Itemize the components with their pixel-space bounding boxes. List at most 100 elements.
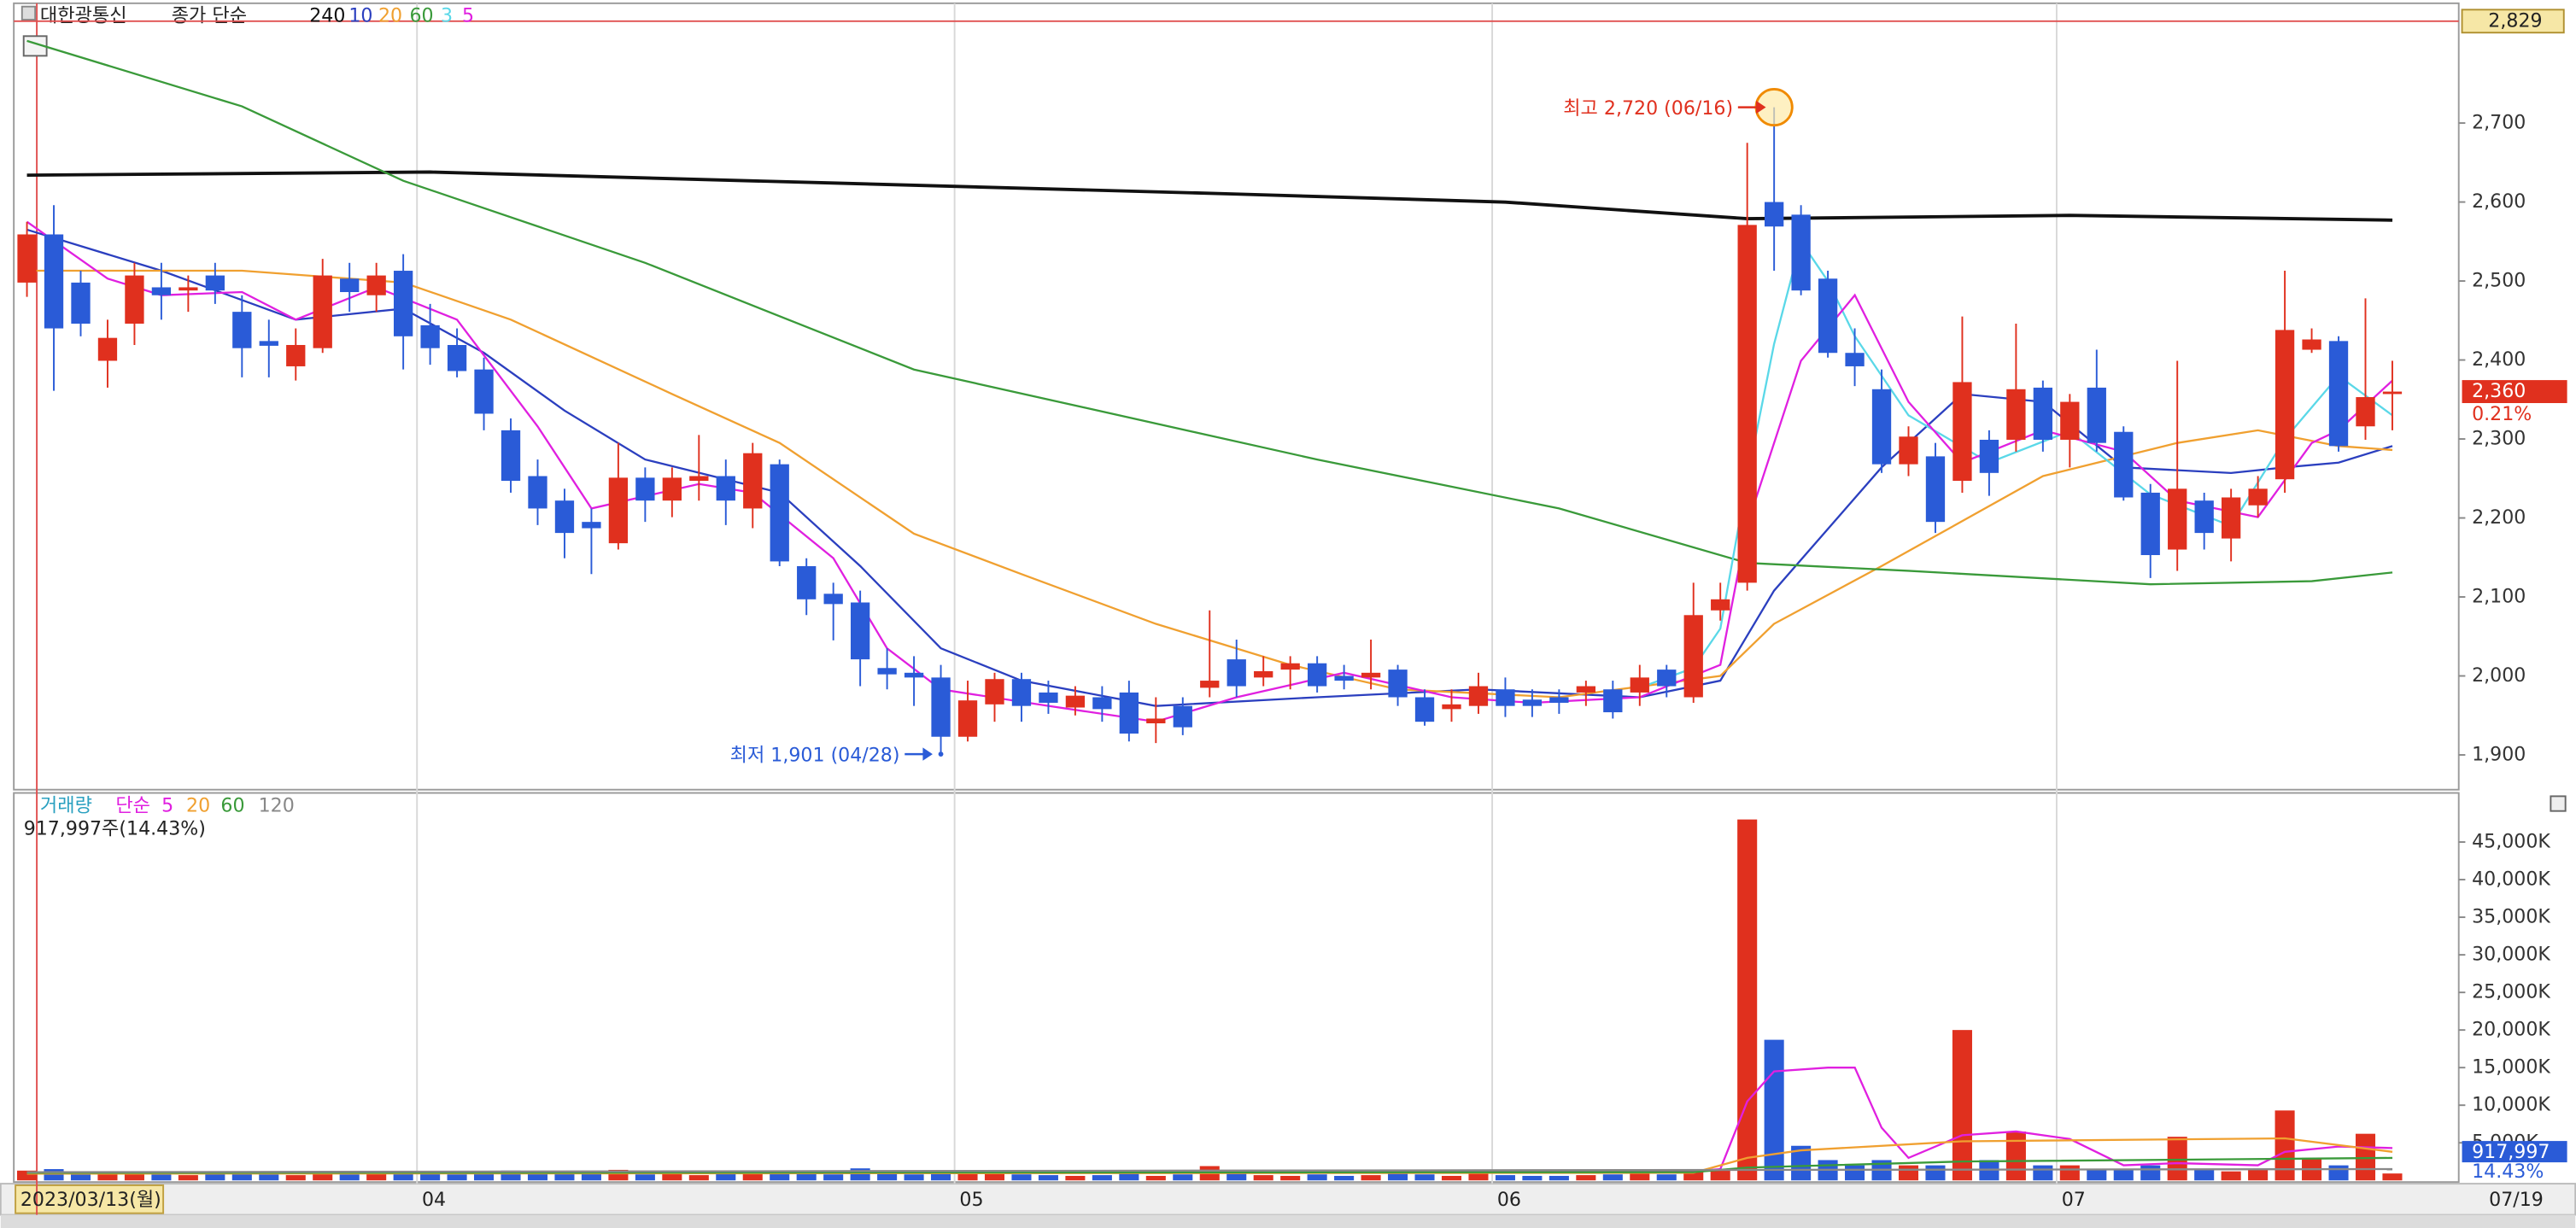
y-tick-label: 2,100 [2472,586,2526,608]
y-tick-label: 2,500 [2472,270,2526,292]
volume-bar [770,1170,790,1181]
volume-bar [1307,1174,1327,1181]
y-tick-label: 2,400 [2472,348,2526,371]
y-tick-label: 2,000 [2472,664,2526,687]
candle-body [904,672,924,678]
volume-close-button[interactable] [2550,795,2567,812]
candle-body [1764,202,1784,227]
candle-body [2033,387,2053,440]
volume-bar [527,1172,548,1181]
candle-body [1496,689,1515,706]
x-tick-label: 2023/03/13(월) [20,1189,161,1211]
legend-entry: 20 [186,794,210,816]
candle-body [2168,488,2187,550]
volume-bar [1710,1169,1730,1181]
last-price-box [2462,380,2567,404]
y-tick-label: 2,200 [2472,506,2526,529]
volume-bar [70,1173,91,1181]
volume-bar [2167,1137,2187,1181]
volume-bar [1361,1175,1381,1181]
candle-body [151,287,172,295]
candle-body [2248,488,2268,506]
volume-bar [1898,1165,1919,1181]
y-tick-label: 35,000K [2472,906,2550,928]
volume-bar [2087,1169,2107,1181]
candle-body [1065,695,1086,708]
candle-body [1630,677,1649,693]
volume-bar [796,1172,817,1181]
candle-body [716,476,735,501]
panel-icon[interactable] [20,5,37,21]
volume-bar [716,1173,736,1181]
candle-body [1549,697,1569,703]
volume-bar [2248,1169,2269,1181]
candle-body [1468,686,1489,706]
legend-entry: 5 [462,5,474,27]
volume-bar [259,1174,279,1181]
volume-bar [877,1173,898,1181]
candle-body [743,453,763,509]
candle-body [1657,670,1677,687]
volume-bar [1038,1175,1058,1181]
y-tick-label: 30,000K [2472,944,2550,966]
volume-bar [178,1175,198,1181]
legend-entry: 60 [220,794,244,816]
volume-bar [17,1170,38,1181]
x-tick-label: 04 [422,1189,446,1211]
candle-body [2221,497,2241,539]
ma-type: 종가 단순 [172,5,247,27]
legend-entry: 60 [409,5,433,27]
candle-body [501,430,521,482]
volume-bar [97,1172,118,1181]
candle-body [1119,692,1139,734]
volume-bar [1683,1170,1704,1181]
candle-body [770,464,789,562]
candle-body [2356,397,2375,427]
volume-bar [554,1172,575,1181]
volume-bar [44,1169,64,1181]
volume-average [26,1067,2393,1174]
volume-bar [1119,1173,1139,1181]
volume-bar [1253,1175,1273,1181]
volume-bar [151,1174,172,1181]
volume-bar [823,1174,844,1181]
volume-info: 917,997주(14.43%) [24,817,206,839]
candle-body [179,287,198,291]
volume-bar [2005,1132,2026,1181]
volume-bar [2194,1169,2215,1181]
volume-bar [662,1173,682,1181]
last-price-label: 2,360 [2472,380,2526,402]
x-tick-label: 07/19 [2489,1189,2544,1211]
price-panel [13,2,2460,791]
candle-body [1683,615,1703,698]
candle-body [2274,330,2295,480]
volume-bar [2274,1110,2295,1181]
candle-body [1307,663,1327,687]
volume-bar [957,1171,978,1181]
volume-average [26,1167,2393,1173]
volume-bar [1092,1175,1112,1181]
y-tick-label: 2,600 [2472,190,2526,213]
volume-panel [13,792,2460,1184]
y-tick-label: 15,000K [2472,1056,2550,1079]
candle-body [1146,718,1166,724]
volume-bar [2059,1165,2080,1181]
volume-ma-type: 단순 [115,794,150,816]
candle-body [1576,686,1595,693]
volume-bar [2221,1171,2241,1181]
turnover-label: 14.43% [2472,1161,2544,1183]
candle-body [689,476,709,482]
volume-bar [2328,1165,2349,1181]
volume-bar [1065,1175,1086,1181]
candle-body [313,275,332,348]
candle-body [420,325,440,348]
candle-body [528,476,547,509]
candle-body [205,275,225,291]
y-tick-label: 10,000K [2472,1094,2550,1116]
low-marker [938,751,944,757]
candle-body [877,668,897,675]
volume-bar [1952,1030,1972,1181]
candle-body [1952,382,1972,482]
volume-bar [1764,1039,1784,1181]
